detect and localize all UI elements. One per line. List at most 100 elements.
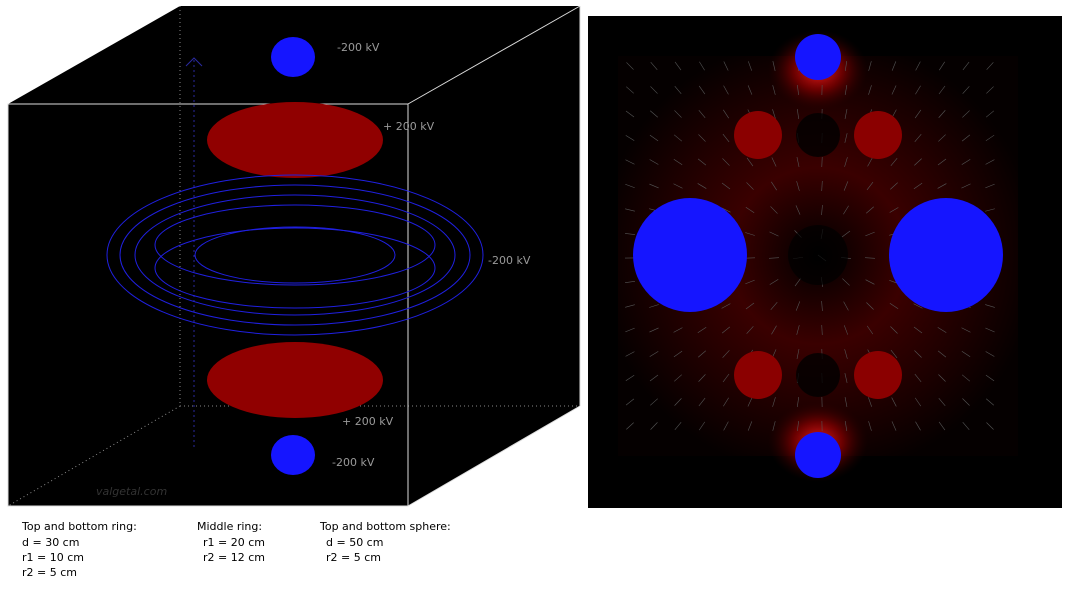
field-arrow: [772, 61, 776, 71]
note-line: r1 = 10 cm: [22, 551, 84, 564]
field-arrow: [914, 350, 922, 358]
field-arrow: [698, 109, 706, 119]
field-arrow: [891, 85, 897, 95]
field-arrow: [821, 180, 823, 192]
field-arrow: [866, 302, 874, 310]
field-arrow: [747, 421, 753, 431]
field-arrow: [769, 279, 779, 285]
field-arrow: [771, 181, 777, 191]
field-arrow: [986, 398, 994, 406]
ring-section: [734, 111, 782, 159]
field-arrow: [843, 205, 849, 215]
field-arrow: [625, 135, 635, 141]
voltage-label: -200 kV: [337, 41, 380, 54]
middle-ring: [106, 174, 484, 336]
field-arrow: [843, 301, 849, 311]
field-arrow: [844, 61, 848, 71]
field-arrow: [868, 61, 872, 71]
field-arrow: [772, 421, 776, 431]
field-arrow: [844, 421, 848, 431]
field-arrow: [770, 206, 778, 214]
field-arrow: [625, 159, 635, 165]
field-arrow: [625, 398, 635, 406]
field-arrow: [865, 231, 875, 237]
field-arrow: [797, 85, 799, 95]
field-arrow: [722, 158, 730, 166]
field-arrow: [844, 85, 848, 95]
dark-spot: [788, 225, 848, 285]
field-arrow: [698, 85, 706, 95]
field-arrow: [961, 134, 971, 142]
field-arrow: [961, 374, 971, 382]
note-line: d = 30 cm: [22, 536, 79, 549]
field-arrow: [770, 302, 778, 310]
field-arrow: [745, 206, 755, 214]
sphere-section: [795, 432, 841, 478]
field-arrow: [937, 158, 947, 166]
field-arrow: [722, 373, 730, 383]
field-arrow: [626, 422, 634, 430]
field-arrow: [673, 183, 683, 189]
field-arrow: [650, 422, 658, 430]
ring-section: [854, 111, 902, 159]
sphere-section: [795, 34, 841, 80]
field-arrow: [891, 397, 897, 407]
field-arrow: [868, 397, 872, 407]
dark-spot: [796, 353, 840, 397]
field-arrow: [625, 375, 635, 381]
field-arrow: [746, 157, 754, 167]
field-arrow: [772, 85, 776, 95]
field-arrow: [625, 110, 635, 118]
field-arrow: [844, 373, 848, 383]
field-arrow: [913, 326, 923, 334]
left-view: -200 kV + 200 kV -200 kV + 200 kV -200 k…: [0, 0, 582, 510]
field-arrow: [961, 183, 971, 189]
cube-fill: [8, 6, 580, 506]
field-arrow: [986, 62, 994, 70]
note-line: r2 = 5 cm: [326, 551, 381, 564]
field-arrow: [723, 397, 729, 407]
right-view: [588, 16, 1062, 508]
field-arrow: [841, 230, 851, 238]
field-arrow: [649, 159, 659, 165]
note-title: Top and bottom ring:: [21, 520, 137, 533]
field-arrow: [746, 326, 754, 334]
field-arrow: [649, 183, 659, 189]
field-arrow: [674, 110, 682, 118]
note-title: Top and bottom sphere:: [319, 520, 451, 533]
field-arrow: [747, 85, 753, 95]
field-arrow: [768, 257, 780, 259]
field-arrow: [625, 208, 635, 212]
field-arrow: [794, 277, 802, 287]
field-arrow: [674, 61, 682, 71]
field-arrow: [844, 133, 848, 143]
field-arrow: [865, 279, 875, 285]
field-arrow: [821, 204, 823, 216]
field-arrow: [673, 134, 683, 142]
field-arrow: [673, 350, 683, 358]
field-arrow: [626, 86, 634, 94]
field-arrow: [698, 421, 706, 431]
field-arrow: [915, 61, 921, 71]
middle-ring-section: [633, 198, 747, 312]
field-arrow: [821, 300, 823, 312]
field-arrow: [796, 325, 800, 335]
field-arrow: [795, 205, 801, 215]
field-arrow: [914, 397, 922, 407]
field-arrow: [698, 350, 706, 358]
field-arrow: [937, 183, 947, 189]
top-sphere: [271, 37, 315, 77]
field-arrow: [985, 304, 995, 308]
field-arrow: [697, 158, 707, 166]
field-arrow: [867, 157, 873, 167]
field-arrow: [962, 86, 970, 94]
field-arrow: [985, 327, 995, 333]
field-arrow: [649, 374, 659, 382]
note-line: r2 = 5 cm: [22, 566, 77, 579]
field-arrow: [938, 110, 946, 118]
field-arrow: [890, 157, 898, 167]
field-arrow: [890, 349, 898, 359]
note-line: d = 50 cm: [326, 536, 383, 549]
field-arrow: [796, 349, 800, 359]
